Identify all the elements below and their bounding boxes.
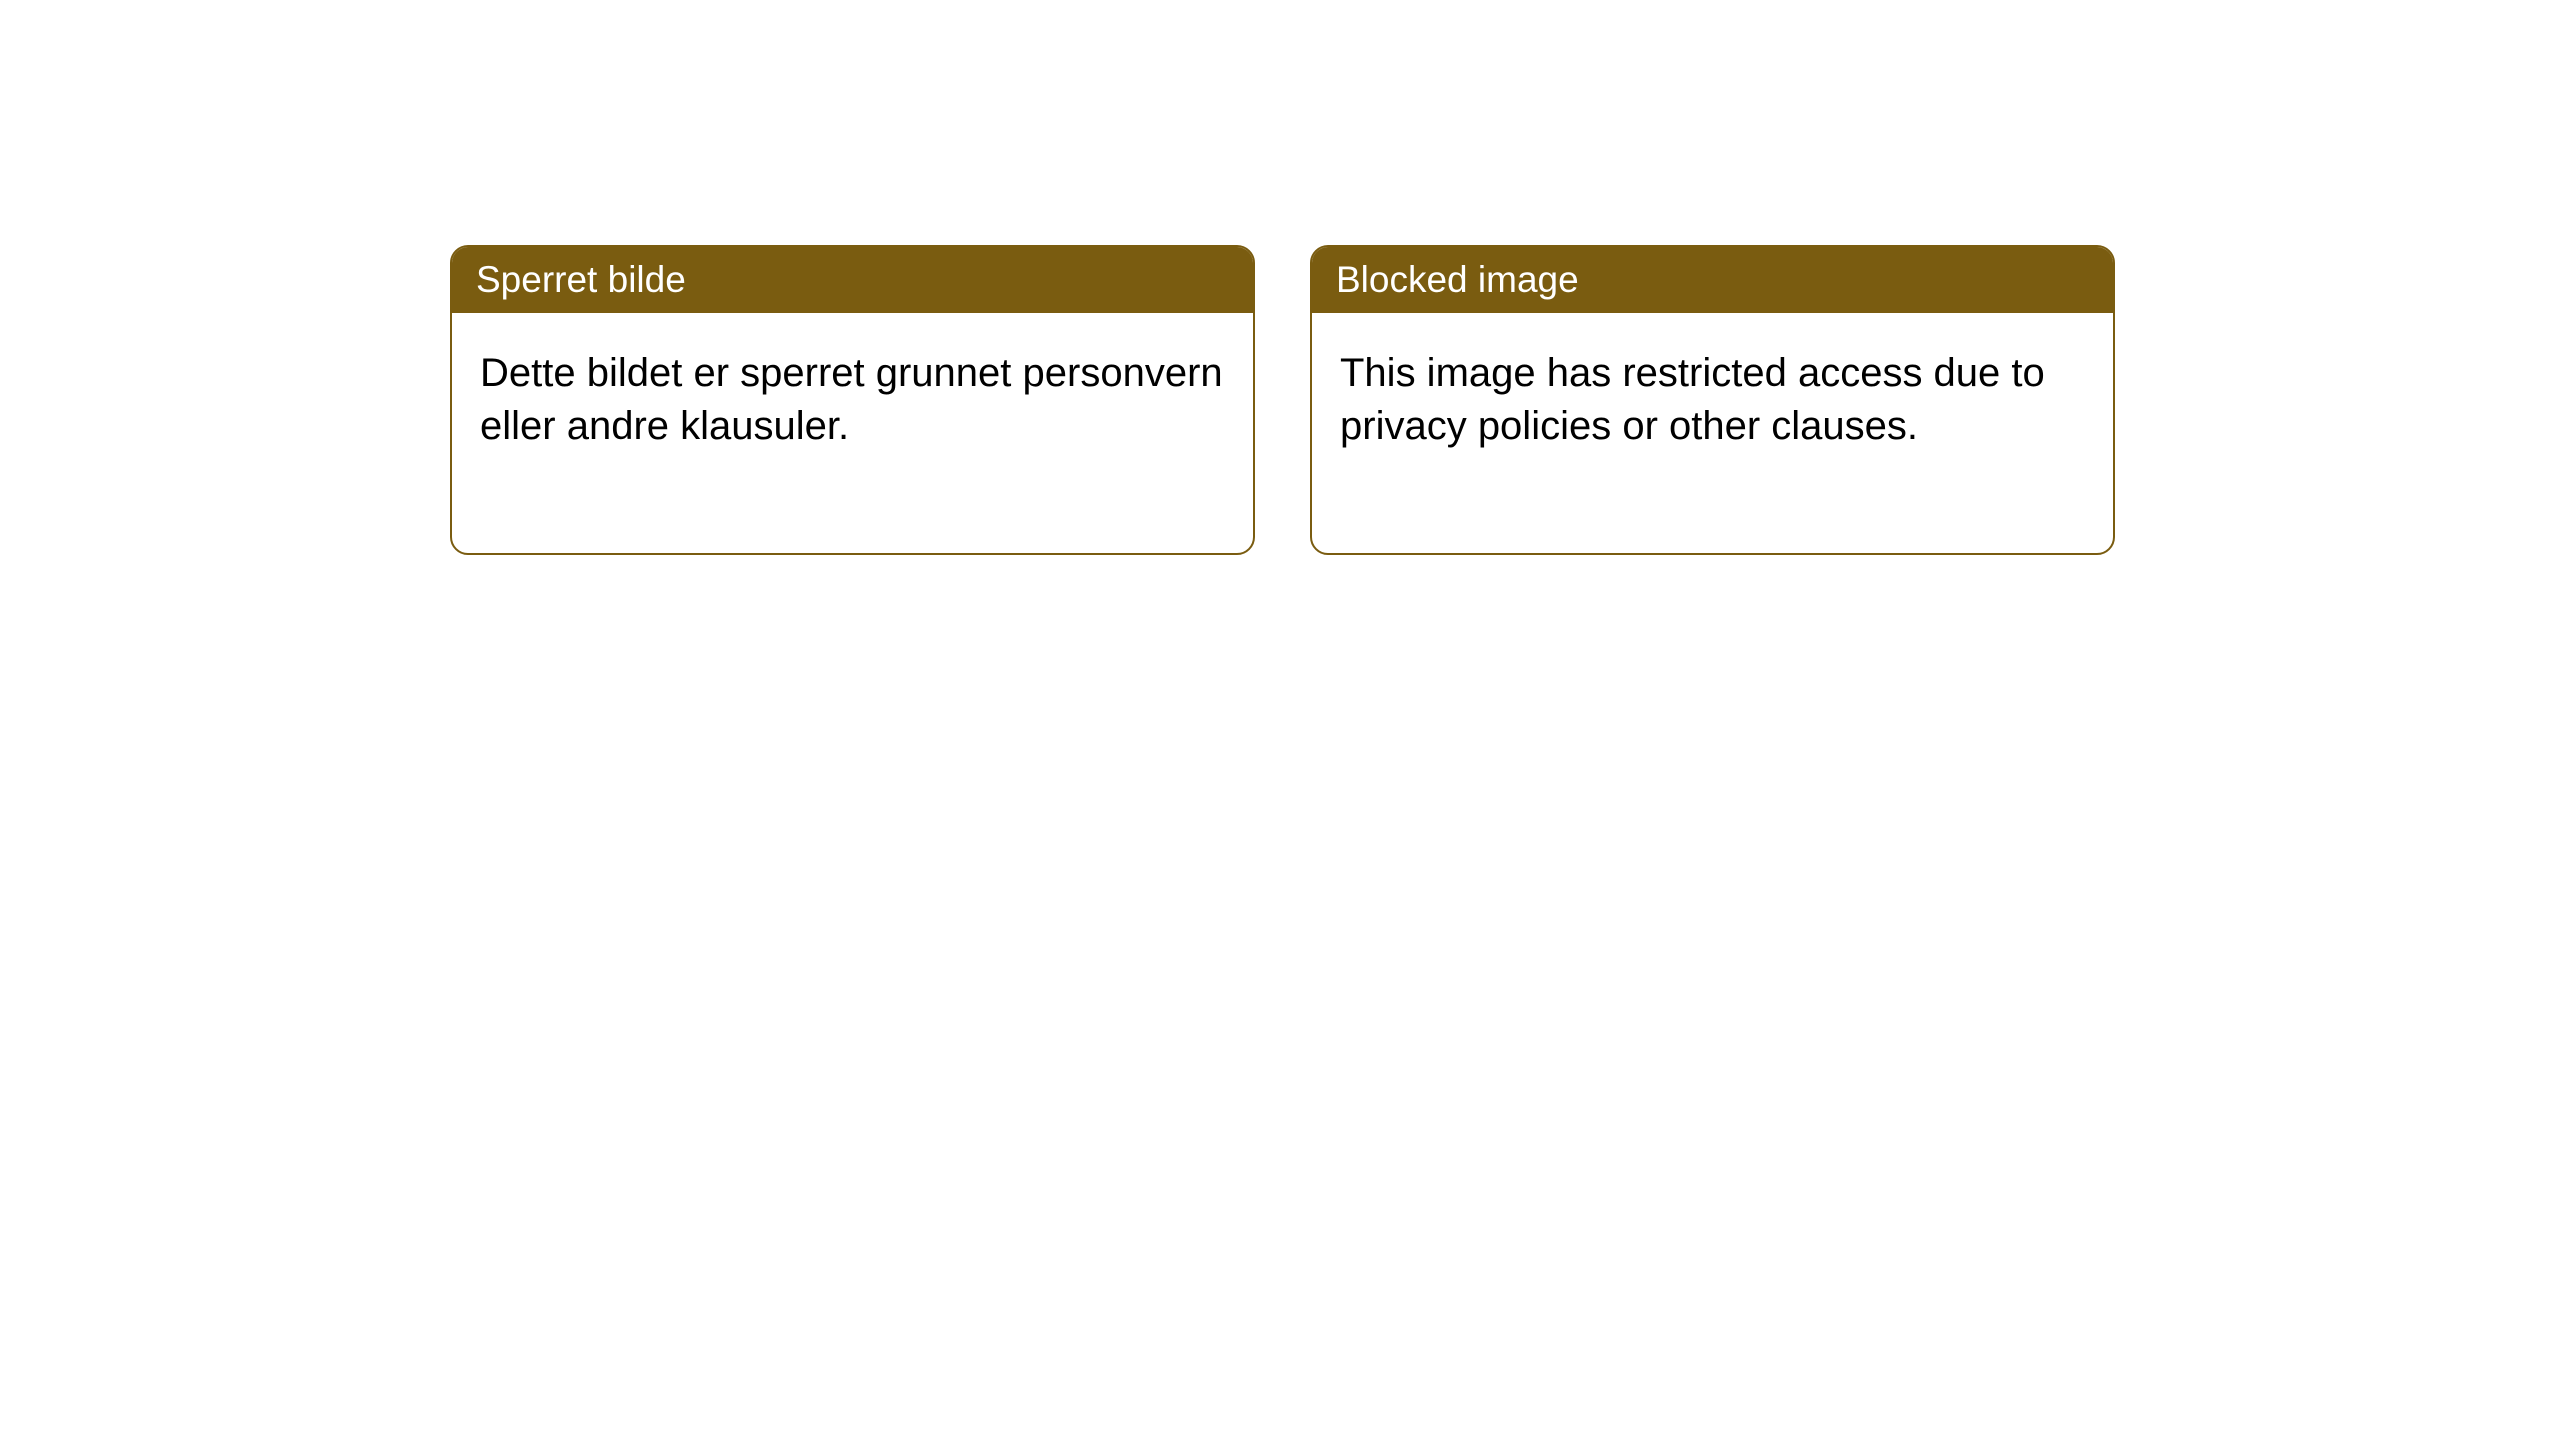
notice-body: This image has restricted access due to … bbox=[1312, 313, 2113, 553]
notice-header: Sperret bilde bbox=[452, 247, 1253, 313]
notice-header: Blocked image bbox=[1312, 247, 2113, 313]
notices-container: Sperret bilde Dette bildet er sperret gr… bbox=[450, 245, 2115, 555]
notice-body: Dette bildet er sperret grunnet personve… bbox=[452, 313, 1253, 553]
notice-card-english: Blocked image This image has restricted … bbox=[1310, 245, 2115, 555]
notice-card-norwegian: Sperret bilde Dette bildet er sperret gr… bbox=[450, 245, 1255, 555]
